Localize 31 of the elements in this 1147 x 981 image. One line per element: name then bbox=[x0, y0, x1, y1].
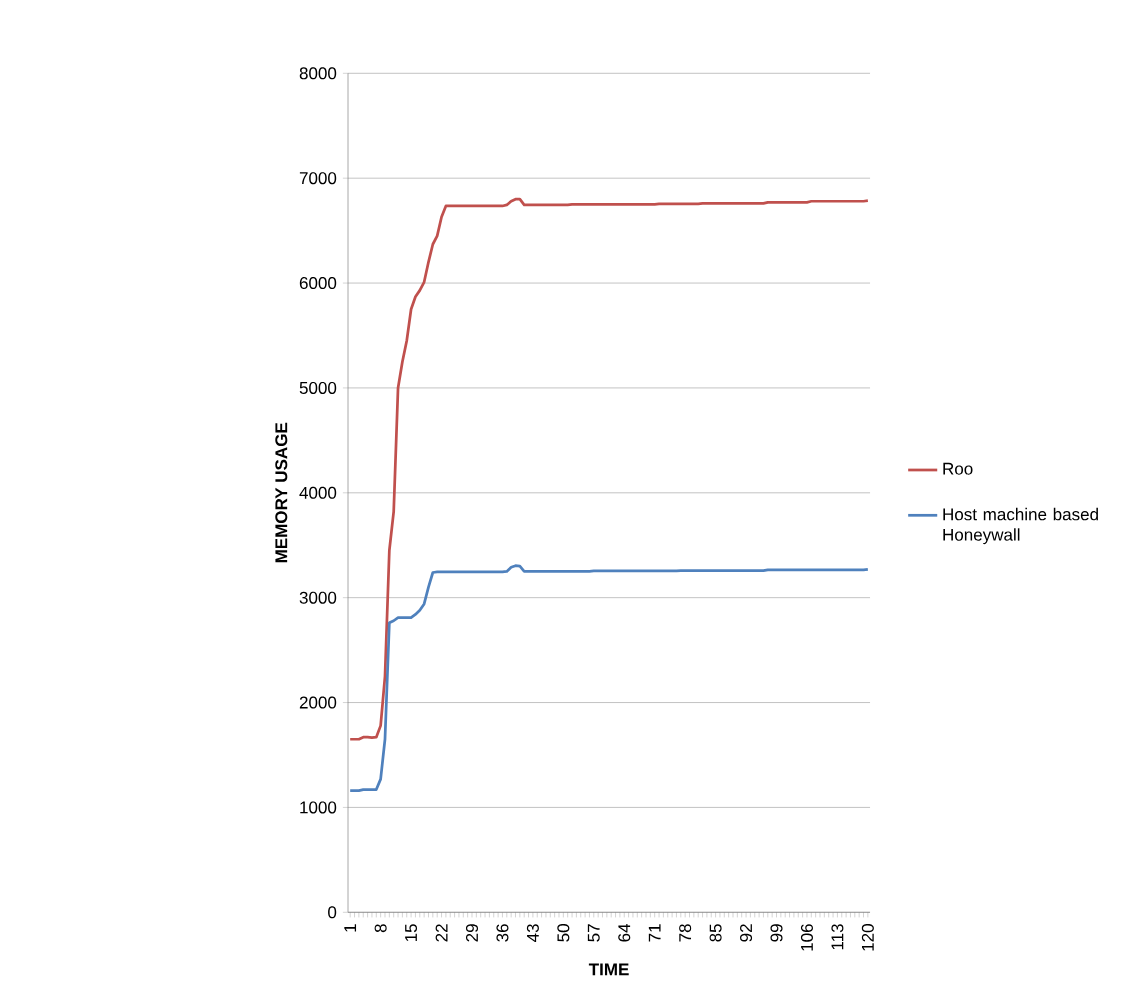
x-tick-label: 106 bbox=[800, 924, 813, 951]
y-tick-label: 4000 bbox=[299, 486, 337, 499]
x-tick-label: 1 bbox=[344, 924, 357, 932]
x-tick-label: 99 bbox=[770, 924, 783, 942]
x-axis-title: TIME bbox=[588, 963, 629, 976]
x-tick-label: 36 bbox=[496, 924, 509, 942]
x-tick-label: 15 bbox=[405, 924, 418, 942]
x-tick-label: 92 bbox=[740, 924, 753, 942]
y-tick-label: 1000 bbox=[300, 801, 337, 814]
x-tick-label: 85 bbox=[709, 924, 722, 942]
x-tick-label: 113 bbox=[831, 924, 844, 950]
y-tick-label: 0 bbox=[328, 906, 337, 919]
x-tick-label: 57 bbox=[587, 924, 600, 942]
x-tick-label: 29 bbox=[465, 924, 479, 942]
x-tick-label: 64 bbox=[618, 923, 631, 942]
legend-label: Roo bbox=[943, 462, 973, 475]
y-tick-label: 7000 bbox=[299, 172, 337, 185]
y-tick-label: 6000 bbox=[299, 277, 337, 290]
x-tick-label: 43 bbox=[526, 924, 539, 943]
x-tick-label: 120 bbox=[861, 924, 874, 951]
y-axis-title: MEMORY USAGE bbox=[275, 422, 288, 563]
x-tick-label: 78 bbox=[679, 924, 692, 942]
x-tick-label: 8 bbox=[374, 924, 387, 933]
y-tick-label: 8000 bbox=[299, 67, 337, 80]
x-tick-label: 50 bbox=[557, 924, 570, 942]
x-tick-label: 71 bbox=[648, 924, 661, 942]
y-tick-label: 3000 bbox=[299, 591, 337, 604]
y-tick-label: 2000 bbox=[299, 696, 337, 709]
y-tick-label: 5000 bbox=[299, 381, 337, 394]
legend-label: Host machine based Honeywall bbox=[943, 507, 1098, 545]
x-tick-label: 22 bbox=[435, 924, 448, 942]
